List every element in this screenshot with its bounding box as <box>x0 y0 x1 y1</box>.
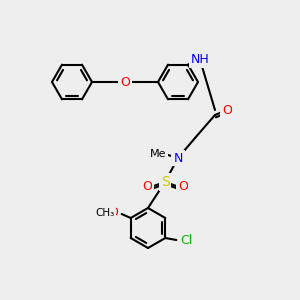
Text: Cl: Cl <box>180 235 192 248</box>
Text: NH: NH <box>190 53 209 66</box>
Text: O: O <box>120 76 130 88</box>
Text: O: O <box>222 103 232 116</box>
Text: O: O <box>109 206 118 220</box>
Text: O: O <box>142 181 152 194</box>
Text: S: S <box>160 175 169 189</box>
Text: O: O <box>178 181 188 194</box>
Text: N: N <box>173 152 183 164</box>
Text: O: O <box>120 76 130 88</box>
Text: CH₃: CH₃ <box>95 208 114 218</box>
Text: Me: Me <box>150 149 166 159</box>
